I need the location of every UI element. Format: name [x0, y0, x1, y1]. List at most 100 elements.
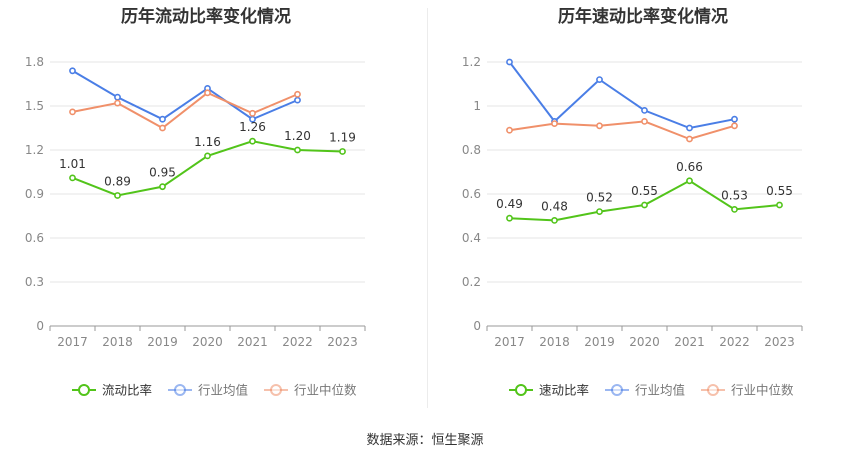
data-point-company[interactable] — [114, 192, 121, 199]
y-tick-label: 0.2 — [462, 275, 481, 289]
series-line-median — [72, 91, 298, 130]
legend-item-avg[interactable]: 行业均值 — [168, 383, 248, 398]
legend-label: 流动比率 — [102, 383, 152, 398]
x-tick-label: 2019 — [147, 335, 178, 349]
data-point-median[interactable] — [249, 109, 256, 117]
data-point-avg[interactable] — [159, 115, 166, 123]
data-point-company[interactable] — [159, 183, 166, 191]
y-tick-label: 1 — [473, 99, 481, 113]
legend-item-median[interactable]: 行业中位数 — [701, 383, 794, 398]
data-label: 0.89 — [104, 174, 131, 188]
data-label: 0.66 — [676, 160, 703, 174]
series-line-avg — [71, 69, 298, 121]
legend-label: 行业中位数 — [294, 383, 357, 398]
data-point-company[interactable] — [204, 152, 211, 160]
data-label: 0.52 — [586, 191, 613, 205]
data-label: 0.48 — [541, 199, 568, 213]
x-tick-label: 2023 — [764, 335, 795, 349]
chart-title-quick-ratio: 历年速动比率变化情况 — [558, 7, 728, 27]
legend-item-median[interactable]: 行业中位数 — [264, 383, 357, 398]
y-tick-label: 0.6 — [462, 187, 481, 201]
x-tick-label: 2017 — [57, 335, 88, 349]
series-line-avg — [508, 61, 735, 130]
data-label: 1.20 — [284, 129, 311, 143]
data-point-company[interactable] — [69, 174, 76, 182]
data-point-avg[interactable] — [686, 124, 693, 132]
data-label: 1.01 — [59, 157, 86, 171]
data-point-median[interactable] — [551, 120, 558, 127]
legend-marker — [707, 384, 719, 396]
x-tick-label: 2020 — [192, 335, 223, 349]
data-point-company[interactable] — [551, 216, 558, 224]
data-point-company[interactable] — [776, 201, 783, 209]
data-point-median[interactable] — [114, 99, 121, 107]
data-point-median[interactable] — [686, 135, 693, 143]
legend-marker — [78, 384, 90, 396]
data-point-company[interactable] — [686, 177, 693, 185]
legend-item-company[interactable]: 流动比率 — [72, 383, 152, 398]
x-tick-label: 2022 — [282, 335, 313, 349]
x-tick-label: 2020 — [629, 335, 660, 349]
y-tick-label: 0.6 — [25, 231, 44, 245]
current-ratio-chart: 0 0.3 0.6 0.9 1.2 1.5 1.8 2017 2018 2019 2020 2021 2… — [25, 55, 366, 398]
data-point-median[interactable] — [506, 126, 513, 134]
data-point-company[interactable] — [339, 148, 346, 155]
legend-label: 速动比率 — [539, 383, 589, 398]
data-point-avg[interactable] — [506, 58, 513, 66]
legend-marker — [174, 384, 186, 396]
x-tick-label: 2018 — [539, 335, 570, 349]
legend-label: 行业均值 — [635, 383, 685, 398]
data-point-avg[interactable] — [596, 76, 603, 83]
data-point-avg[interactable] — [114, 93, 121, 101]
y-tick-label: 0 — [36, 319, 44, 333]
y-tick-label: 0.9 — [25, 187, 44, 201]
legend-item-company[interactable]: 速动比率 — [509, 383, 589, 398]
legend-label: 行业均值 — [198, 383, 248, 398]
data-point-company[interactable] — [506, 214, 513, 222]
data-label: 1.19 — [329, 130, 356, 144]
data-label: 1.16 — [194, 135, 221, 149]
x-tick-label: 2017 — [494, 335, 525, 349]
x-tick-label: 2023 — [327, 335, 358, 349]
data-point-median[interactable] — [731, 122, 738, 130]
y-tick-label: 0.8 — [462, 143, 481, 157]
chart-title-current-ratio: 历年流动比率变化情况 — [121, 7, 291, 27]
data-point-median[interactable] — [641, 118, 648, 125]
y-tick-label: 1.8 — [25, 55, 44, 69]
data-point-company[interactable] — [731, 205, 738, 213]
y-tick-label: 0 — [473, 319, 481, 333]
data-label: 0.49 — [496, 197, 523, 211]
data-point-median[interactable] — [596, 122, 603, 130]
data-point-avg[interactable] — [69, 67, 76, 75]
legend-item-avg[interactable]: 行业均值 — [605, 383, 685, 398]
data-point-median[interactable] — [69, 108, 76, 116]
legend-marker — [515, 384, 527, 396]
series-line-median — [509, 120, 735, 141]
y-tick-label: 1.2 — [462, 55, 481, 69]
data-label: 0.53 — [721, 188, 748, 202]
data-point-median[interactable] — [204, 89, 211, 97]
legend-marker — [611, 384, 623, 396]
x-tick-label: 2021 — [237, 335, 268, 349]
data-point-company[interactable] — [294, 146, 301, 154]
x-tick-label: 2019 — [584, 335, 615, 349]
x-tick-label: 2021 — [674, 335, 705, 349]
x-tick-label: 2022 — [719, 335, 750, 349]
data-point-avg[interactable] — [294, 96, 301, 104]
data-point-avg[interactable] — [641, 107, 648, 114]
x-tick-label: 2018 — [102, 335, 133, 349]
quick-ratio-chart: 0 0.2 0.4 0.6 0.8 1 1.2 2017 2018 2019 2020 2021 202… — [462, 55, 803, 398]
data-label: 0.55 — [766, 184, 793, 198]
data-point-avg[interactable] — [731, 115, 738, 123]
data-label: 1.26 — [239, 120, 266, 134]
data-label: 0.95 — [149, 166, 176, 180]
data-point-company[interactable] — [249, 137, 256, 145]
data-point-company[interactable] — [596, 208, 603, 215]
data-point-company[interactable] — [641, 201, 648, 209]
data-point-median[interactable] — [294, 90, 301, 98]
data-point-median[interactable] — [159, 124, 166, 132]
y-tick-label: 0.4 — [462, 231, 481, 245]
y-tick-label: 0.3 — [25, 275, 44, 289]
y-tick-label: 1.2 — [25, 143, 44, 157]
